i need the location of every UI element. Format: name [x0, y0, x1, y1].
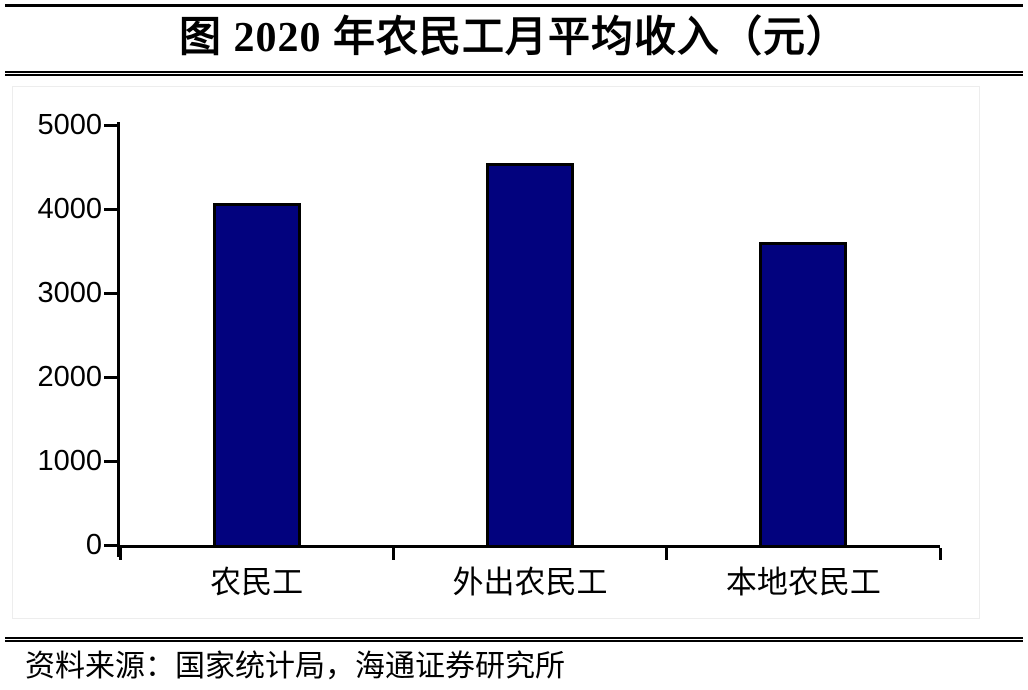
bar-本地农民工: [759, 242, 848, 548]
plot-frame: [12, 86, 980, 619]
y-axis-tick: [104, 124, 117, 127]
y-axis-tick-label: 0: [85, 529, 102, 561]
x-category-label: 农民工: [210, 565, 304, 600]
chart-title: 图 2020 年农民工月平均收入（元）: [178, 15, 849, 61]
y-axis-tick-label: 1000: [37, 445, 102, 477]
y-axis-tick: [104, 292, 117, 295]
y-axis-tick-label: 2000: [37, 361, 102, 393]
x-axis-tick: [118, 548, 122, 560]
y-axis-tick: [104, 376, 117, 379]
x-category-label: 本地农民工: [725, 565, 881, 600]
bar-外出农民工: [486, 162, 574, 548]
footer-separator-rule: [5, 637, 1023, 642]
x-category-label: 外出农民工: [452, 565, 608, 600]
x-axis-tick: [391, 548, 395, 560]
y-axis-tick-label: 3000: [37, 277, 102, 309]
y-axis-line: [117, 122, 120, 557]
source-text: 资料来源：国家统计局，海通证券研究所: [25, 650, 565, 683]
y-axis-tick: [104, 208, 117, 211]
y-axis-tick-label: 4000: [37, 193, 102, 225]
y-axis-tick: [104, 460, 117, 463]
y-axis-tick: [104, 544, 117, 547]
bar-农民工: [212, 202, 301, 548]
x-axis-tick: [665, 548, 669, 560]
title-separator-rule: [5, 71, 1023, 76]
top-rule: [5, 4, 1023, 7]
y-axis-tick-label: 5000: [37, 109, 102, 141]
x-axis-tick: [938, 548, 942, 560]
